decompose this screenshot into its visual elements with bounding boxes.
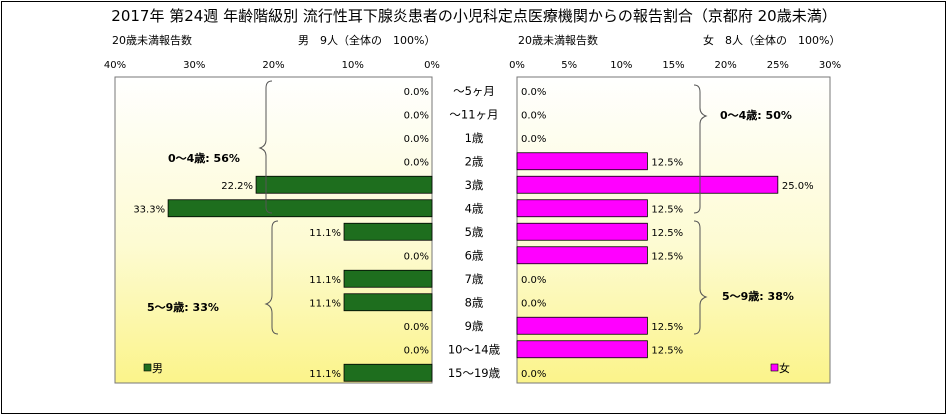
male-bar [343,293,433,312]
female-bar [516,340,648,359]
right-group-label-0-4: 0～4歳: 50% [720,108,792,122]
right-brace-0-4 [693,84,708,214]
left-bars: 0.0% 0.0% 0.0% 0.0% 22.2% 33.3% 11.1% 0.0% 11.1%… [133,87,433,382]
left-x-tick-label: 20% [262,60,284,71]
category-label: 5歳 [465,225,484,239]
category-labels: ～5ヶ月 ～11ヶ月 1歳 2歳 3歳 4歳 5歳 6歳 7歳 8歳 9歳 10～14歳 15～19歳 [448,84,501,380]
right-x-tick-label: 20% [715,60,737,71]
right-x-tick-label: 25% [767,60,789,71]
female-data-label: 12.5% [651,228,683,239]
right-subtitle-count: 20歳未満報告数 [518,34,598,47]
left-group-label-0-4: 0～4歳: 56% [168,151,240,165]
female-data-label: 12.5% [651,345,683,356]
male-data-label: 0.0% [404,345,429,356]
female-bar [516,152,648,171]
left-x-tick-label: 40% [104,60,126,71]
right-legend-swatch [770,363,779,372]
chart-title: 2017年 第24週 年齢階級別 流行性耳下腺炎患者の小児科定点医療機関からの報… [111,7,836,25]
left-group-label-5-9: 5～9歳: 33% [147,300,219,314]
male-bar [255,175,433,194]
category-label: ～11ヶ月 [449,107,498,121]
right-x-tick-label: 15% [662,60,684,71]
female-data-label: 12.5% [651,251,683,262]
female-data-label: 0.0% [521,110,546,121]
female-data-label: 25.0% [782,181,814,192]
left-brace-0-4 [258,80,273,214]
category-label: 4歳 [465,201,484,215]
left-x-tick-label: 30% [183,60,205,71]
male-bar [343,269,433,288]
left-axis-ticks: 40% 30% 20% 10% 0% [104,60,440,71]
female-data-label: 0.0% [521,275,546,286]
female-bar [516,175,779,194]
male-data-label: 11.1% [309,275,341,286]
female-data-label: 0.0% [521,369,546,380]
left-subtitle-total: 男 9人（全体の 100%） [298,33,435,47]
category-label: 6歳 [465,248,484,262]
category-label: ～5ヶ月 [453,84,495,98]
female-bar [516,222,648,241]
female-bar [516,246,648,265]
female-data-label: 12.5% [651,157,683,168]
category-label: 9歳 [465,319,484,333]
left-legend-swatch [143,363,152,372]
male-data-label: 0.0% [404,157,429,168]
female-bar [516,199,648,218]
right-x-tick-label: 30% [819,60,841,71]
right-axis-ticks: 0% 5% 10% 15% 20% 25% 30% [509,60,841,71]
female-data-label: 0.0% [521,87,546,98]
male-bar [343,222,433,241]
male-data-label: 0.0% [404,322,429,333]
left-x-tick-label: 0% [424,60,440,71]
category-label: 15～19歳 [448,366,501,380]
male-data-label: 22.2% [221,181,253,192]
right-legend-label: 女 [779,361,790,375]
male-data-label: 0.0% [404,251,429,262]
left-x-tick-label: 10% [342,60,364,71]
category-label: 8歳 [465,295,484,309]
left-legend-label: 男 [152,362,163,375]
right-group-label-5-9: 5～9歳: 38% [722,289,794,303]
female-data-label: 12.5% [651,322,683,333]
category-label: 1歳 [465,131,484,145]
left-subtitle-count: 20歳未満報告数 [112,34,192,47]
male-bar [343,363,433,382]
category-label: 7歳 [465,272,484,286]
male-data-label: 0.0% [404,134,429,145]
female-data-label: 12.5% [651,204,683,215]
right-subtitle-total: 女 8人（全体の 100%） [703,33,840,47]
category-label: 10～14歳 [448,342,501,356]
right-brace-5-9 [693,220,708,335]
right-x-tick-label: 10% [610,60,632,71]
right-bars: 0.0% 0.0% 0.0% 12.5% 25.0% 12.5% 12.5% 12.5% 0.0… [516,87,814,380]
right-x-tick-label: 0% [509,60,525,71]
female-bar [516,316,648,335]
male-data-label: 33.3% [133,204,165,215]
male-data-label: 11.1% [309,228,341,239]
left-brace-5-9 [264,220,279,335]
female-data-label: 0.0% [521,298,546,309]
male-data-label: 0.0% [404,110,429,121]
male-data-label: 11.1% [309,369,341,380]
right-x-tick-label: 5% [561,60,577,71]
female-data-label: 0.0% [521,134,546,145]
male-data-label: 0.0% [404,87,429,98]
male-bar [167,199,433,218]
male-data-label: 11.1% [309,298,341,309]
category-label: 3歳 [465,178,484,192]
category-label: 2歳 [465,154,484,168]
